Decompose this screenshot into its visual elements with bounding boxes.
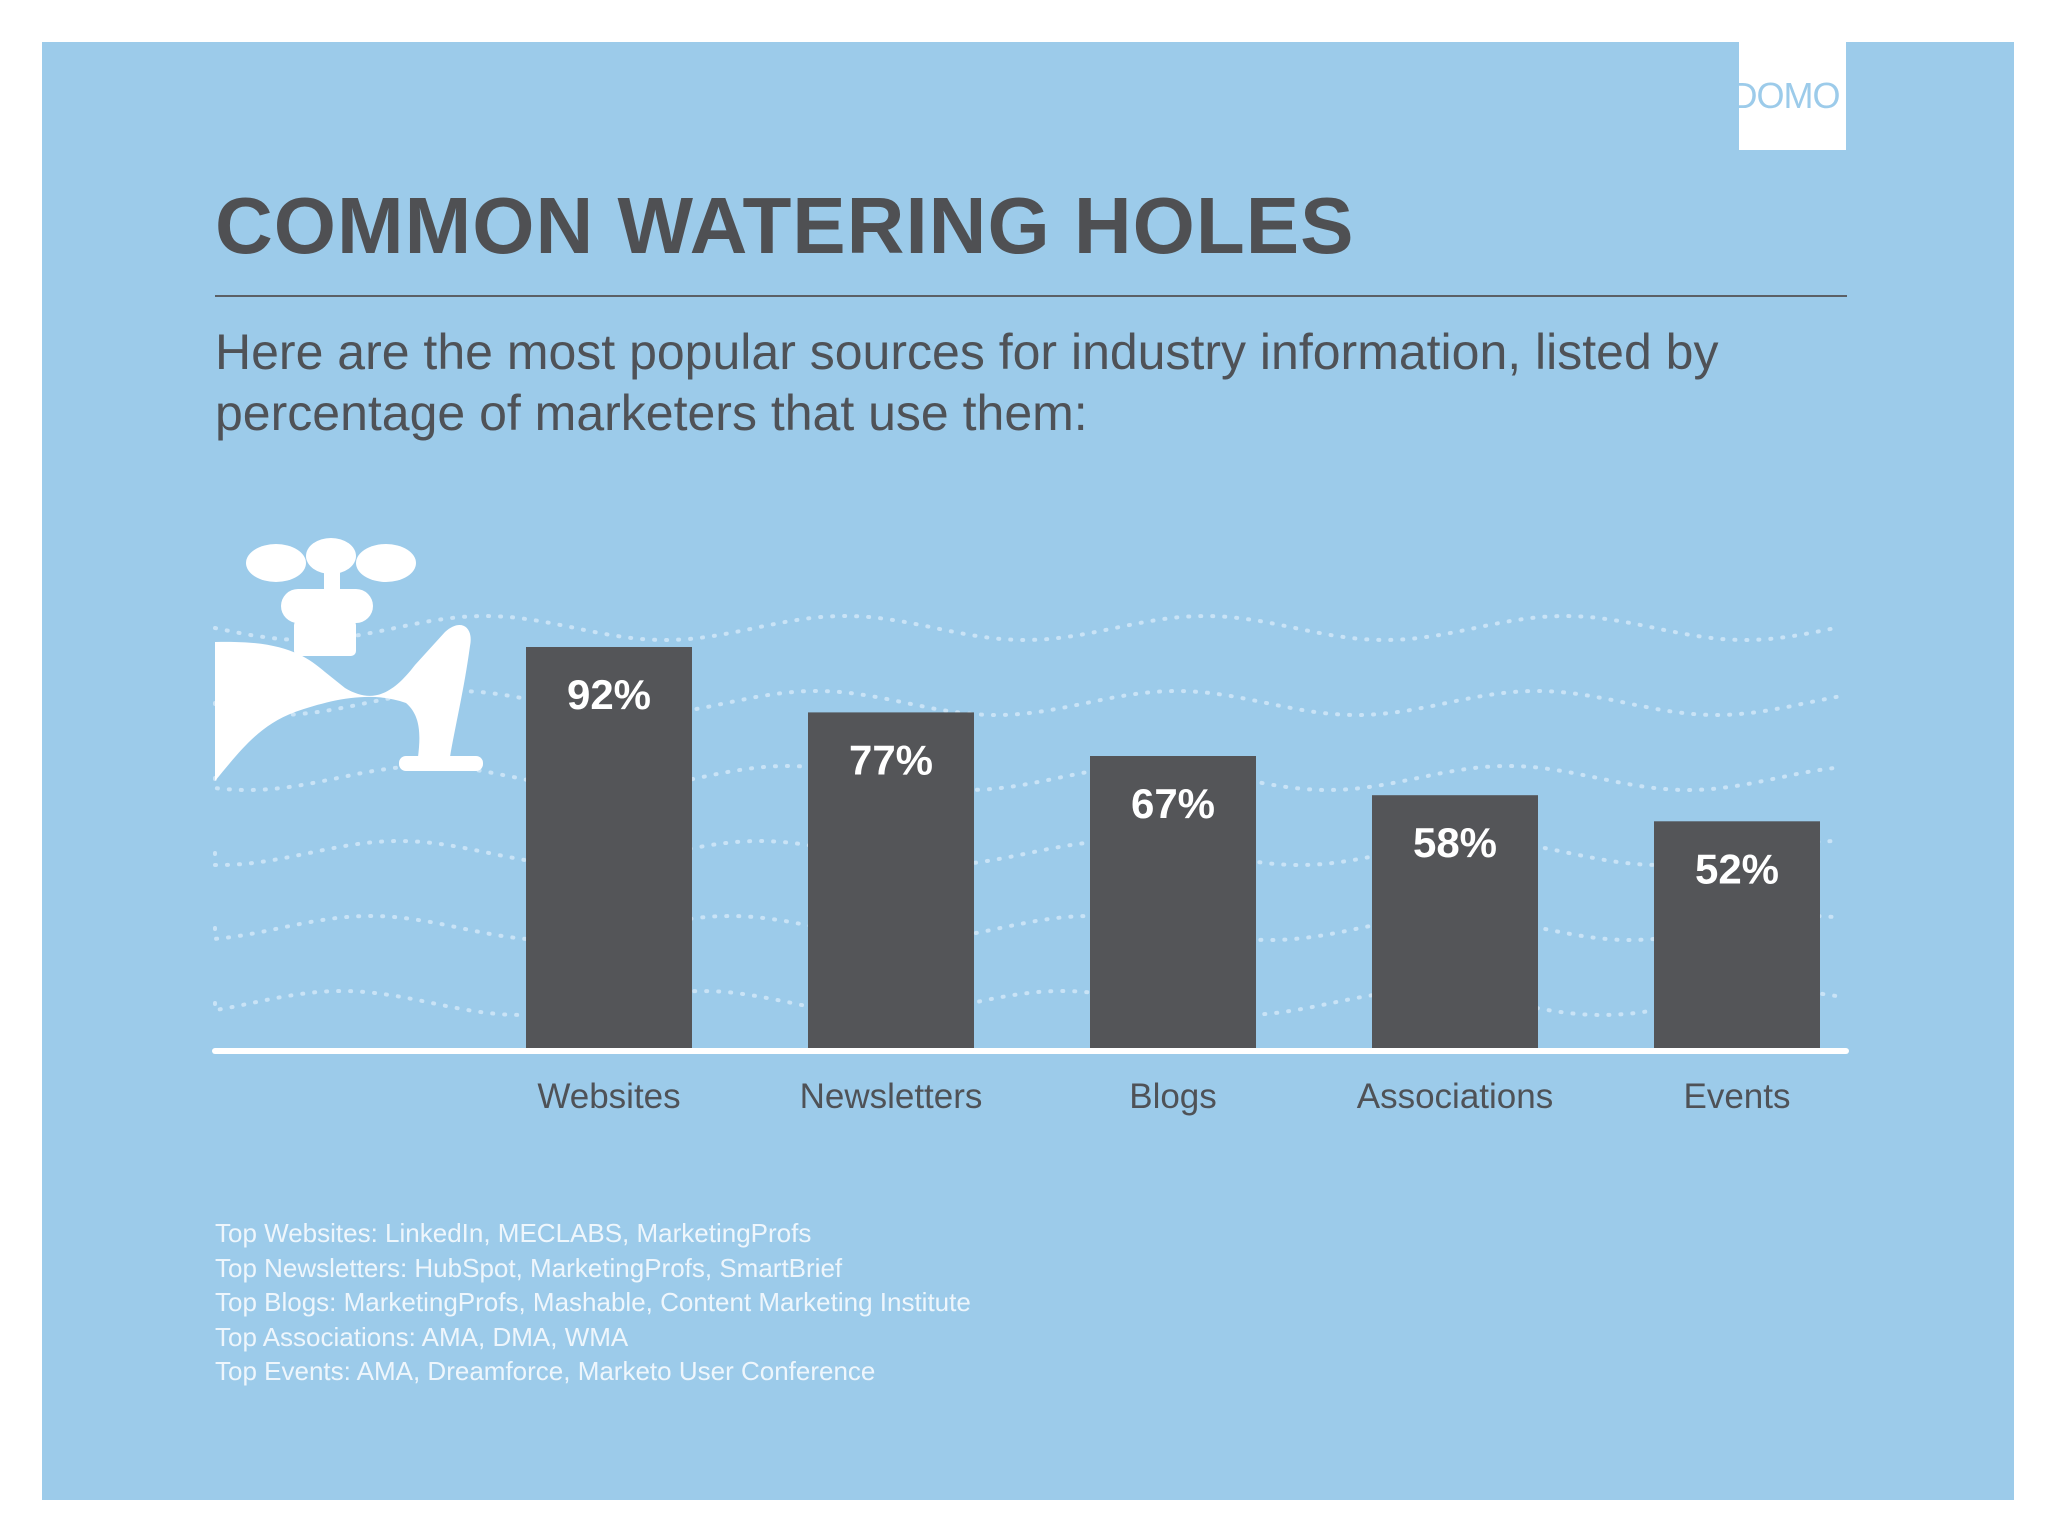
note-blogs: Top Blogs: MarketingProfs, Mashable, Con… [215,1287,971,1317]
note-associations: Top Associations: AMA, DMA, WMA [215,1321,629,1352]
bar-value-label: 58% [1413,819,1497,866]
source-notes: Top Websites: LinkedIn, MECLABS, Marketi… [215,1216,971,1389]
category-label: Websites [537,1077,680,1116]
note-events: Top Events: AMA, Dreamforce, Marketo Use… [215,1356,876,1386]
faucet-icon [215,538,483,781]
wave-line [213,613,1843,643]
category-labels: Websites Newsletters Blogs Associations Even… [537,1077,1790,1116]
bar-blogs [1090,756,1256,1048]
category-label: Events [1684,1077,1791,1116]
note-newsletters: Top Newsletters: HubSpot, MarketingProfs… [215,1252,843,1283]
bar-associations [1372,795,1538,1048]
domo-logo: DOMO [1739,42,1846,150]
title-divider [215,295,1847,297]
bar-value-label: 52% [1695,845,1779,892]
bar-value-label: 77% [849,736,933,783]
category-label: Newsletters [800,1077,983,1116]
bar-websites [526,647,692,1048]
category-label: Blogs [1129,1077,1217,1116]
wave-line [213,689,1843,717]
bar-value-label: 67% [1131,780,1215,827]
bar-value-label: 92% [567,671,651,718]
bar-newsletters [808,712,974,1048]
category-label: Associations [1357,1077,1553,1116]
wave-line [213,913,1843,943]
wave-line [213,988,1843,1018]
page-title: COMMON WATERING HOLES [215,181,1355,270]
water-waves [213,613,1843,1018]
page-subtitle: Here are the most popular sources for in… [215,324,1719,441]
bar-series: 92% 77% 67% 58% 52% [526,647,1820,1048]
wave-line [213,764,1843,792]
logo-text: DOMO [1739,75,1841,116]
wave-line [213,839,1843,867]
bar-events [1654,821,1820,1048]
note-websites: Top Websites: LinkedIn, MECLABS, Marketi… [215,1218,812,1248]
